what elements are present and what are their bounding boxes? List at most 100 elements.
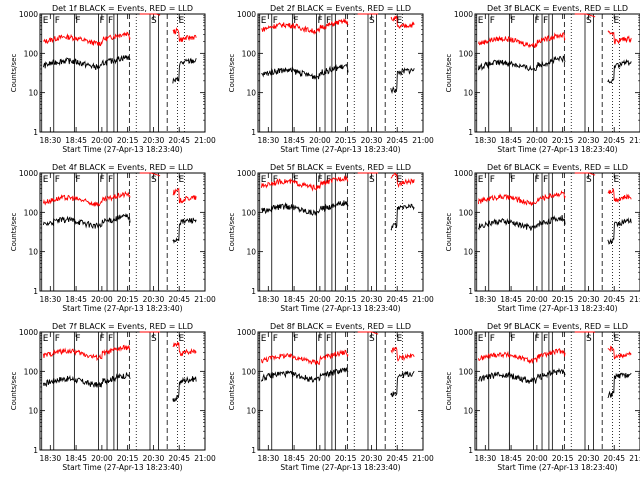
marker-label: S xyxy=(369,334,375,344)
y-axis-label: Counts/sec xyxy=(445,54,453,93)
marker-label: F xyxy=(543,175,548,185)
y-tick-label: 1 xyxy=(251,287,256,296)
events-series-line xyxy=(607,217,632,245)
lld-series-line xyxy=(607,30,632,45)
y-axis-label: Counts/sec xyxy=(10,213,18,252)
lld-series-line xyxy=(172,187,197,204)
x-tick-label: 21:00 xyxy=(412,136,434,145)
plot-frame xyxy=(257,13,424,133)
x-tick-label: 18:30 xyxy=(258,295,280,304)
marker-label: E xyxy=(261,334,267,344)
marker-label: F xyxy=(326,16,331,26)
lld-series-line xyxy=(477,32,566,49)
y-axis-label: Counts/sec xyxy=(228,213,236,252)
panel-3: Det 3f BLACK = Events, RED = LLD 1 10 100 10… xyxy=(445,4,640,154)
events-series-line xyxy=(607,372,632,399)
x-tick-label: 18:45 xyxy=(283,295,305,304)
marker-label: S xyxy=(586,16,592,26)
panel-title: Det 6f BLACK = Events, RED = LLD xyxy=(487,163,628,172)
y-tick-label: 10 xyxy=(28,248,38,257)
x-tick-label: 18:30 xyxy=(475,454,497,463)
x-tick-label: 20:30 xyxy=(361,454,383,463)
x-tick-label: 21:00 xyxy=(629,295,640,304)
lld-series-line xyxy=(139,13,161,16)
x-tick-label: 18:45 xyxy=(283,454,305,463)
x-tick-label: 20:00 xyxy=(91,454,113,463)
y-tick-label: 1000 xyxy=(237,328,256,337)
y-axis-label: Counts/sec xyxy=(228,372,236,411)
panel-title: Det 5f BLACK = Events, RED = LLD xyxy=(270,163,411,172)
y-tick-label: 1 xyxy=(251,446,256,455)
x-axis-label: Start Time (27-Apr-13 18:23:40) xyxy=(280,463,400,472)
x-tick-label: 20:45 xyxy=(168,295,190,304)
plot-frame xyxy=(257,172,424,292)
x-tick-label: 18:45 xyxy=(283,136,305,145)
events-series-line xyxy=(42,54,131,71)
marker-label: F xyxy=(55,16,60,26)
y-tick-label: 100 xyxy=(242,49,257,58)
y-axis-label: Counts/sec xyxy=(445,372,453,411)
lld-series-line xyxy=(139,172,161,177)
marker-label: E xyxy=(614,334,620,344)
x-axis-label: Start Time (27-Apr-13 18:23:40) xyxy=(280,145,400,154)
panel-6: Det 6f BLACK = Events, RED = LLD 1 10 100 10… xyxy=(445,163,640,313)
y-tick-label: 100 xyxy=(459,367,474,376)
events-series-line xyxy=(172,217,197,244)
events-series-line xyxy=(261,63,349,80)
y-tick-label: 10 xyxy=(246,89,256,98)
panel-title: Det 3f BLACK = Events, RED = LLD xyxy=(487,4,628,13)
lld-series-line xyxy=(390,172,415,189)
marker-label: S xyxy=(369,16,375,26)
y-tick-label: 1 xyxy=(468,446,473,455)
marker-label: F xyxy=(99,16,104,26)
y-tick-label: 1 xyxy=(468,128,473,137)
panel-9: Det 9f BLACK = Events, RED = LLD 1 10 100 10… xyxy=(445,322,640,472)
y-tick-label: 1000 xyxy=(19,169,38,178)
panel-7: Det 7f BLACK = Events, RED = LLD 1 10 100 10… xyxy=(10,322,216,472)
x-tick-label: 20:30 xyxy=(578,454,600,463)
x-tick-label: 20:30 xyxy=(578,295,600,304)
plot-frame xyxy=(257,331,424,451)
marker-label: F xyxy=(534,16,539,26)
marker-label: F xyxy=(293,334,298,344)
marker-label: E xyxy=(179,175,185,185)
events-series-line xyxy=(390,203,415,231)
x-tick-label: 20:45 xyxy=(386,454,408,463)
marker-label: F xyxy=(108,175,113,185)
lld-series-line xyxy=(357,331,379,335)
x-tick-label: 20:45 xyxy=(168,136,190,145)
y-tick-label: 1000 xyxy=(19,328,38,337)
events-series-line xyxy=(477,55,566,72)
y-tick-label: 1 xyxy=(251,128,256,137)
x-tick-label: 18:45 xyxy=(500,295,522,304)
x-tick-label: 18:45 xyxy=(65,295,87,304)
x-axis-label: Start Time (27-Apr-13 18:23:40) xyxy=(62,145,182,154)
x-tick-label: 21:00 xyxy=(629,136,640,145)
y-tick-label: 10 xyxy=(246,248,256,257)
x-tick-label: 20:00 xyxy=(526,454,548,463)
marker-label: F xyxy=(108,334,113,344)
marker-label: E xyxy=(261,16,267,26)
marker-label: F xyxy=(55,175,60,185)
marker-label: F xyxy=(317,334,322,344)
marker-label: E xyxy=(397,334,403,344)
marker-label: E xyxy=(397,16,403,26)
panel-5: Det 5f BLACK = Events, RED = LLD 1 10 100 10… xyxy=(228,163,434,313)
marker-label: S xyxy=(151,334,157,344)
lld-series-line xyxy=(260,349,349,366)
events-series-line xyxy=(390,370,415,398)
events-series-line xyxy=(42,372,131,388)
x-tick-label: 18:45 xyxy=(500,454,522,463)
x-tick-label: 20:45 xyxy=(603,295,625,304)
x-tick-label: 20:15 xyxy=(552,454,574,463)
x-tick-label: 21:00 xyxy=(412,454,434,463)
marker-label: F xyxy=(293,16,298,26)
marker-label: F xyxy=(317,16,322,26)
plot-frame xyxy=(474,13,640,133)
lld-series-line xyxy=(42,344,131,362)
marker-label: F xyxy=(510,16,515,26)
x-tick-label: 20:15 xyxy=(335,136,357,145)
panel-title: Det 2f BLACK = Events, RED = LLD xyxy=(270,4,411,13)
x-tick-label: 20:15 xyxy=(552,136,574,145)
x-tick-label: 21:00 xyxy=(194,454,216,463)
